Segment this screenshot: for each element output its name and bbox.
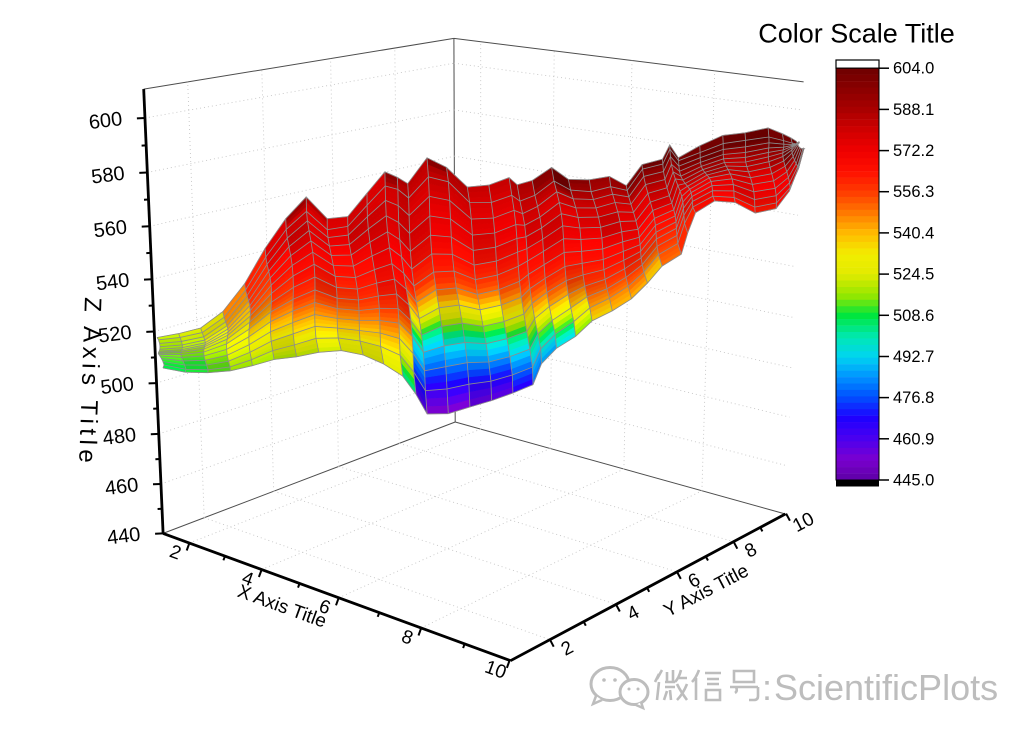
svg-text:580: 580 [90, 163, 126, 189]
svg-text:Z Axis Title: Z Axis Title [73, 297, 106, 468]
svg-text:500: 500 [99, 373, 135, 399]
svg-text:440: 440 [106, 524, 142, 550]
svg-text:492.7: 492.7 [893, 348, 934, 366]
svg-text:476.8: 476.8 [893, 389, 934, 407]
svg-text:588.1: 588.1 [893, 101, 934, 119]
svg-text:572.2: 572.2 [893, 142, 934, 160]
svg-text:ScientificPlots: ScientificPlots [774, 667, 998, 708]
svg-text:10: 10 [482, 657, 509, 684]
svg-text:2: 2 [558, 637, 577, 661]
svg-text:560: 560 [93, 216, 129, 242]
svg-text:508.6: 508.6 [893, 307, 934, 325]
svg-text:460: 460 [104, 474, 140, 500]
svg-text:2: 2 [167, 541, 184, 564]
svg-text::: : [764, 669, 774, 710]
svg-text::: : [762, 667, 772, 708]
svg-text:556.3: 556.3 [893, 183, 934, 201]
svg-text:520: 520 [97, 322, 133, 348]
svg-text:4: 4 [624, 602, 643, 626]
svg-text:604.0: 604.0 [893, 60, 934, 78]
svg-text:ScientificPlots: ScientificPlots [776, 669, 1000, 710]
svg-text:600: 600 [88, 108, 124, 134]
svg-text:8: 8 [742, 539, 761, 563]
svg-text:Y Axis Title: Y Axis Title [661, 560, 753, 621]
svg-text:540.4: 540.4 [893, 224, 934, 242]
svg-text:10: 10 [789, 509, 817, 537]
svg-text:540: 540 [95, 269, 131, 295]
svg-text:524.5: 524.5 [893, 266, 934, 284]
svg-text:445.0: 445.0 [893, 472, 934, 490]
svg-text:460.9: 460.9 [893, 430, 934, 448]
svg-text:480: 480 [102, 424, 138, 450]
svg-text:Color Scale Title: Color Scale Title [758, 19, 955, 49]
svg-text:8: 8 [399, 626, 416, 649]
